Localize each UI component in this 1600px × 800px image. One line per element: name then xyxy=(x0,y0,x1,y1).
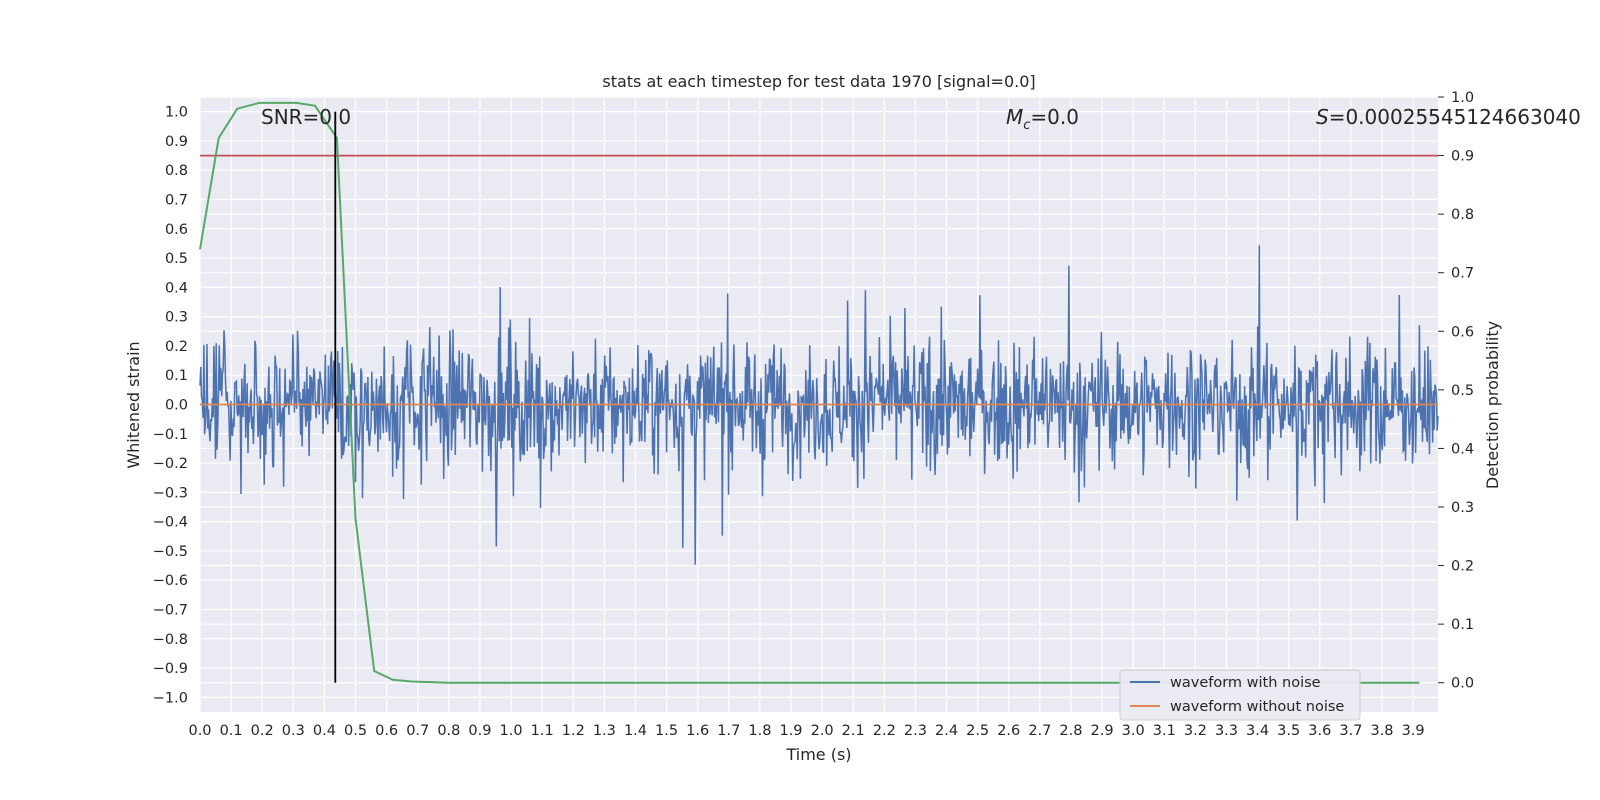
y-tick-label: 0.0 xyxy=(165,398,188,414)
x-tick-label: 0.4 xyxy=(313,723,336,739)
y-tick-label: 0.1 xyxy=(165,368,188,384)
legend-box xyxy=(1119,669,1361,721)
y2-tick-label: 1.0 xyxy=(1451,90,1474,106)
x-tick-label: 1.7 xyxy=(717,723,740,739)
data-layer xyxy=(199,101,1439,684)
x-tick-label: 2.5 xyxy=(966,723,989,739)
y2-tick-label: 0.4 xyxy=(1451,441,1474,457)
series-waveform-with-noise xyxy=(199,245,1439,565)
x-tick-label: 3.4 xyxy=(1246,723,1269,739)
mc-annotation: Mc=0.0 xyxy=(1006,105,1079,133)
chart-title: stats at each timestep for test data 197… xyxy=(602,72,1035,91)
legend-label-noise: waveform with noise xyxy=(1170,675,1321,691)
y2-axis-label: Detection probability xyxy=(1483,321,1502,489)
x-tick-label: 2.9 xyxy=(1091,723,1114,739)
x-tick-label: 2.0 xyxy=(811,723,834,739)
y-tick-label: −0.2 xyxy=(153,456,188,472)
y-tick-label: −0.9 xyxy=(153,661,188,677)
y-tick-label: −0.8 xyxy=(153,632,188,648)
mc-subscript: c xyxy=(1023,118,1030,133)
y-tick-label: −0.6 xyxy=(153,573,188,589)
x-axis-label: Time (s) xyxy=(785,745,851,764)
y-tick-label: 0.3 xyxy=(165,310,188,326)
x-tick-label: 1.6 xyxy=(686,723,709,739)
legend: waveform with noise waveform without noi… xyxy=(1119,669,1361,721)
x-tick-label: 0.0 xyxy=(188,723,211,739)
y-tick-label: −0.5 xyxy=(153,544,188,560)
x-tick-label: 1.0 xyxy=(500,723,523,739)
x-tick-label: 3.2 xyxy=(1184,723,1207,739)
x-tick-label: 3.7 xyxy=(1339,723,1362,739)
y-tick-label: 0.4 xyxy=(165,280,188,296)
s-symbol: S xyxy=(1316,105,1329,129)
y-tick-label: −0.3 xyxy=(153,485,188,501)
x-tick-label: 1.8 xyxy=(748,723,771,739)
y-tick-label: 0.9 xyxy=(165,134,188,150)
x-tick-label: 2.3 xyxy=(904,723,927,739)
x-tick-label: 2.8 xyxy=(1059,723,1082,739)
x-tick-label: 3.8 xyxy=(1370,723,1393,739)
x-tick-label: 1.3 xyxy=(593,723,616,739)
y2-tick-label: 0.2 xyxy=(1451,559,1474,575)
x-tick-label: 3.1 xyxy=(1153,723,1176,739)
x-tick-label: 0.1 xyxy=(220,723,243,739)
x-tick-label: 0.7 xyxy=(406,723,429,739)
x-tick-label: 2.4 xyxy=(935,723,958,739)
x-tick-label: 0.9 xyxy=(468,723,491,739)
x-tick-label: 3.5 xyxy=(1277,723,1300,739)
x-tick-label: 3.0 xyxy=(1122,723,1145,739)
y2-tick-label: 0.6 xyxy=(1451,324,1474,340)
y2-tick-label: 0.8 xyxy=(1451,207,1474,223)
x-tick-label: 1.1 xyxy=(531,723,554,739)
y-tick-label: 0.6 xyxy=(165,222,188,238)
y-tick-label: −0.4 xyxy=(153,515,188,531)
s-value: =0.00025545124663040 xyxy=(1329,105,1581,129)
mc-symbol: M xyxy=(1006,105,1023,129)
y-tick-label: −0.1 xyxy=(153,427,188,443)
x-tick-label: 2.1 xyxy=(842,723,865,739)
x-tick-label: 3.6 xyxy=(1308,723,1331,739)
y-tick-label: 1.0 xyxy=(165,105,188,121)
y-tick-label: 0.8 xyxy=(165,163,188,179)
y2-tick-label: 0.3 xyxy=(1451,500,1474,516)
y-axis-label: Whitened strain xyxy=(124,341,143,468)
x-tick-label: 2.2 xyxy=(873,723,896,739)
y-tick-label: 0.5 xyxy=(165,251,188,267)
x-tick-label: 1.2 xyxy=(562,723,585,739)
y-tick-label: 0.2 xyxy=(165,339,188,355)
x-tick-label: 3.3 xyxy=(1215,723,1238,739)
y-tick-label: −1.0 xyxy=(153,690,188,706)
x-tick-label: 3.9 xyxy=(1402,723,1425,739)
x-tick-label: 0.2 xyxy=(251,723,274,739)
mc-value: =0.0 xyxy=(1030,105,1079,129)
y2-tick-label: 0.0 xyxy=(1451,676,1474,692)
x-tick-label: 1.5 xyxy=(655,723,678,739)
series-detection-probability xyxy=(199,101,1420,684)
y2-tick-label: 0.5 xyxy=(1451,383,1474,399)
x-tick-label: 0.8 xyxy=(437,723,460,739)
x-tick-label: 2.7 xyxy=(1028,723,1051,739)
axes: 0.0 0.1 0.2 0.3 0.4 0.5 0.6 0.7 0.8 0.9 1.0 1.1 1.2 1… xyxy=(153,90,1474,739)
legend-label-clean: waveform without noise xyxy=(1170,699,1344,715)
s-annotation: S=0.00025545124663040 xyxy=(1316,105,1581,129)
y-tick-label: −0.7 xyxy=(153,603,188,619)
x-tick-label: 0.6 xyxy=(375,723,398,739)
y-tick-label: 0.7 xyxy=(165,193,188,209)
x-tick-label: 0.5 xyxy=(344,723,367,739)
x-tick-label: 2.6 xyxy=(997,723,1020,739)
x-tick-label: 0.3 xyxy=(282,723,305,739)
x-tick-label: 1.4 xyxy=(624,723,647,739)
snr-annotation: SNR=0.0 xyxy=(261,105,351,129)
x-tick-label: 1.9 xyxy=(779,723,802,739)
y2-tick-label: 0.1 xyxy=(1451,617,1474,633)
y2-tick-label: 0.9 xyxy=(1451,149,1474,165)
y2-tick-label: 0.7 xyxy=(1451,266,1474,282)
